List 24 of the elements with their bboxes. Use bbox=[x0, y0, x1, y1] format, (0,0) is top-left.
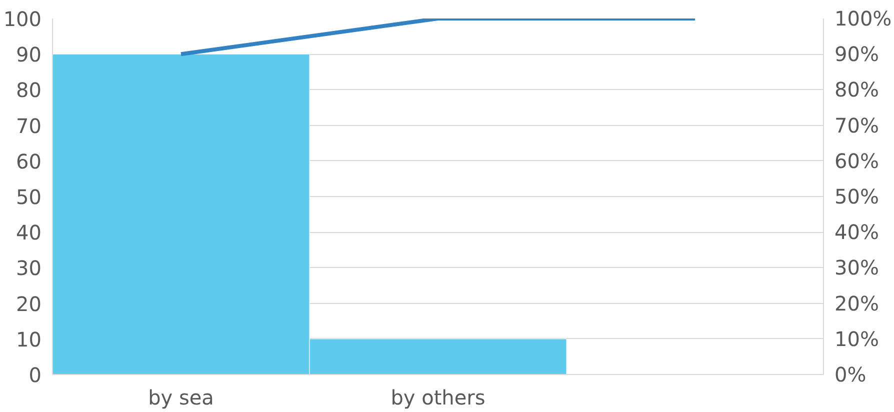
y-tick-label: 20 bbox=[16, 292, 42, 316]
y-tick-label: 90 bbox=[16, 42, 42, 67]
y2-tick-label: 90% bbox=[834, 42, 879, 66]
y2-tick-label: 60% bbox=[834, 148, 879, 173]
y2-tick-label: 80% bbox=[834, 78, 879, 102]
y2-tick-label: 40% bbox=[834, 220, 879, 244]
y-tick-label: 0 bbox=[28, 363, 42, 387]
y-tick-label: 10 bbox=[16, 327, 42, 352]
y-tick-label: 50 bbox=[16, 185, 42, 209]
y2-tick-label: 30% bbox=[834, 256, 879, 280]
x-tick-label: by others bbox=[390, 386, 486, 410]
y-tick-label: 80 bbox=[16, 78, 42, 102]
y2-tick-label: 100% bbox=[834, 6, 892, 30]
y2-tick-label: 50% bbox=[834, 184, 879, 208]
y2-tick-label: 10% bbox=[834, 326, 879, 351]
x-tick-label: by sea bbox=[148, 386, 214, 410]
y-tick-label: 100 bbox=[3, 7, 42, 31]
y-tick-label: 30 bbox=[16, 256, 42, 280]
y2-tick-label: 20% bbox=[834, 291, 879, 316]
y2-tick-label: 0% bbox=[834, 362, 866, 386]
y-tick-label: 40 bbox=[16, 220, 42, 245]
y2-tick-label: 70% bbox=[834, 113, 879, 138]
y-tick-label: 60 bbox=[16, 149, 42, 174]
y-tick-label: 70 bbox=[16, 114, 42, 138]
